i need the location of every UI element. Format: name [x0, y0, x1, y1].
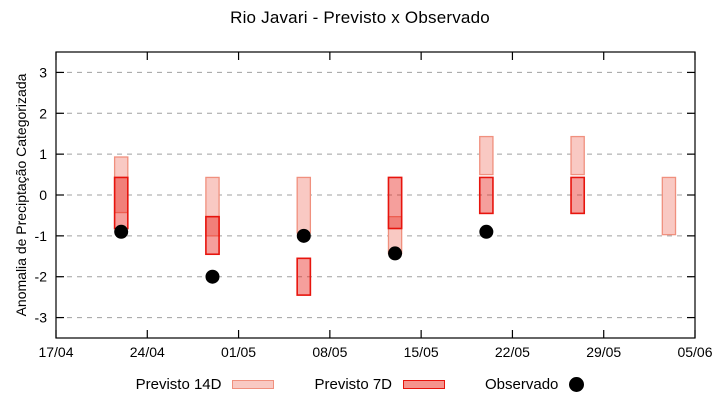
legend: Previsto 14D Previsto 7D Observado — [0, 376, 720, 393]
y-tick-label: 0 — [39, 187, 47, 203]
legend-item-previsto-7d: Previsto 7D — [314, 376, 446, 393]
previsto-7d-box-06/05 — [296, 257, 312, 296]
legend-label-previsto-7d: Previsto 7D — [314, 376, 393, 393]
previsto-14d-swatch-icon — [232, 380, 275, 389]
observado-point-20/05 — [479, 224, 494, 239]
y-tick-label: -3 — [35, 310, 48, 326]
previsto-7d-box-20/05 — [478, 176, 494, 215]
x-tick-label: 17/04 — [38, 344, 73, 360]
previsto-14d-box-03/06 — [661, 176, 677, 236]
legend-item-observado: Observado — [485, 376, 585, 393]
x-tick-label: 24/04 — [130, 344, 165, 360]
previsto-7d-box-13/05 — [387, 176, 403, 230]
x-tick-label: 08/05 — [312, 344, 347, 360]
y-tick-label: 2 — [39, 105, 47, 121]
y-tick-label: -2 — [35, 269, 48, 285]
chart-title: Rio Javari - Previsto x Observado — [230, 8, 490, 27]
previsto-7d-box-29/04 — [205, 215, 220, 256]
observado-point-22/04 — [114, 224, 129, 239]
y-tick-label: -1 — [35, 228, 48, 244]
x-tick-label: 15/05 — [404, 344, 439, 360]
x-tick-label: 22/05 — [495, 344, 530, 360]
observado-point-13/05 — [388, 246, 403, 261]
previsto-14d-box-29/04 — [205, 176, 220, 237]
legend-label-observado: Observado — [485, 376, 559, 393]
previsto-7d-box-27/05 — [570, 176, 586, 215]
previsto-7d-box-22/04 — [113, 176, 129, 230]
y-tick-label: 1 — [39, 146, 47, 162]
previsto-14d-box-20/05 — [479, 135, 494, 176]
legend-item-previsto-14d: Previsto 14D — [136, 376, 275, 393]
y-tick-label: 3 — [39, 64, 47, 80]
previsto-14d-box-27/05 — [570, 135, 585, 176]
observado-dot-icon — [569, 377, 585, 392]
x-tick-label: 29/05 — [586, 344, 621, 360]
previsto-7d-swatch-icon — [403, 380, 446, 389]
observado-point-29/04 — [205, 269, 220, 284]
previsto-14d-box-06/05 — [296, 176, 312, 234]
x-tick-label: 01/05 — [221, 344, 256, 360]
x-tick-label: 05/06 — [677, 344, 712, 360]
legend-label-previsto-14d: Previsto 14D — [135, 376, 222, 393]
observado-point-06/05 — [296, 228, 311, 243]
